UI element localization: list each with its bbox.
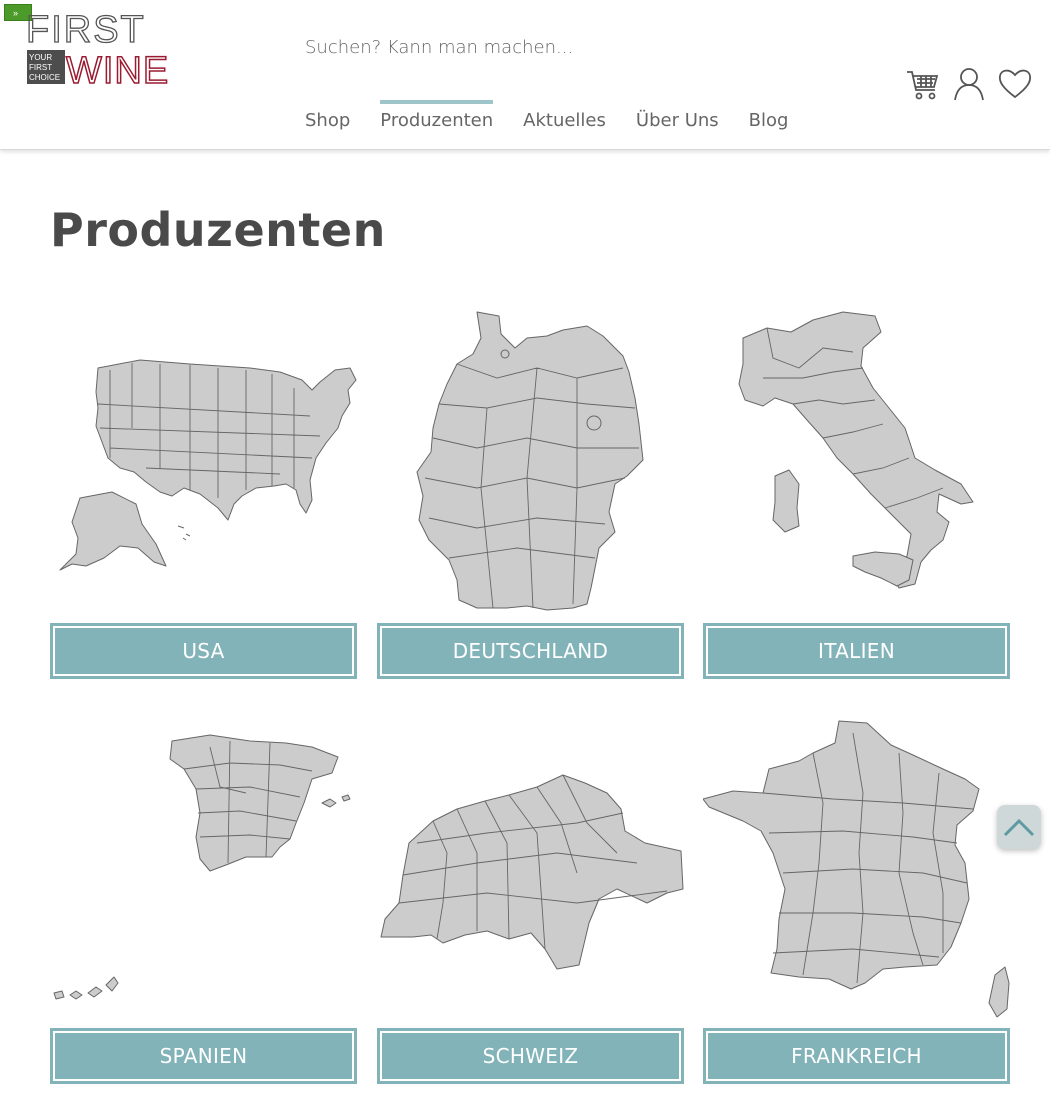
country-card-germany: DEUTSCHLAND (377, 308, 684, 679)
country-card-switzerland: SCHWEIZ (377, 713, 684, 1084)
logo[interactable]: FIRST YOUR FIRST CHOICE WINE (24, 8, 179, 88)
italy-map[interactable] (703, 308, 1010, 618)
spanien-button[interactable]: SPANIEN (50, 1028, 357, 1084)
toggle-button[interactable]: » (4, 4, 32, 21)
country-card-france: FRANKREICH (702, 713, 1010, 1084)
nav-shop[interactable]: Shop (305, 110, 351, 131)
back-to-top-button[interactable] (997, 805, 1041, 849)
france-map[interactable] (702, 713, 1010, 1023)
nav-ueber-uns[interactable]: Über Uns (635, 110, 719, 131)
germany-map[interactable] (377, 308, 684, 618)
page-title: Produzenten (50, 203, 386, 257)
svg-text:FIRST: FIRST (29, 63, 52, 72)
nav-aktuelles[interactable]: Aktuelles (523, 110, 606, 131)
main-nav: Shop Produzenten Aktuelles Über Uns Blog (290, 100, 803, 150)
nav-blog[interactable]: Blog (748, 110, 789, 131)
deutschland-button[interactable]: DEUTSCHLAND (377, 623, 684, 679)
cart-icon[interactable] (905, 66, 941, 102)
svg-text:WINE: WINE (66, 50, 169, 88)
country-card-italy: ITALIEN (703, 308, 1010, 679)
country-card-usa: USA (50, 308, 357, 679)
svg-text:FIRST: FIRST (26, 9, 146, 51)
nav-produzenten[interactable]: Produzenten (365, 100, 508, 150)
header-icons (905, 66, 1033, 102)
search-input[interactable] (305, 30, 785, 64)
site-header: » FIRST YOUR FIRST CHOICE WINE Shop Prod… (0, 0, 1050, 150)
spain-map[interactable] (50, 713, 357, 1023)
usa-button[interactable]: USA (50, 623, 357, 679)
schweiz-button[interactable]: SCHWEIZ (377, 1028, 684, 1084)
user-icon[interactable] (951, 66, 987, 102)
svg-text:YOUR: YOUR (29, 53, 52, 62)
italien-button[interactable]: ITALIEN (703, 623, 1010, 679)
usa-map[interactable] (50, 308, 357, 618)
chevron-up-icon (1003, 818, 1035, 837)
switzerland-map[interactable] (377, 713, 684, 1023)
country-card-spain: SPANIEN (50, 713, 357, 1084)
frankreich-button[interactable]: FRANKREICH (703, 1028, 1010, 1084)
heart-icon[interactable] (997, 66, 1033, 102)
svg-text:CHOICE: CHOICE (29, 73, 60, 82)
